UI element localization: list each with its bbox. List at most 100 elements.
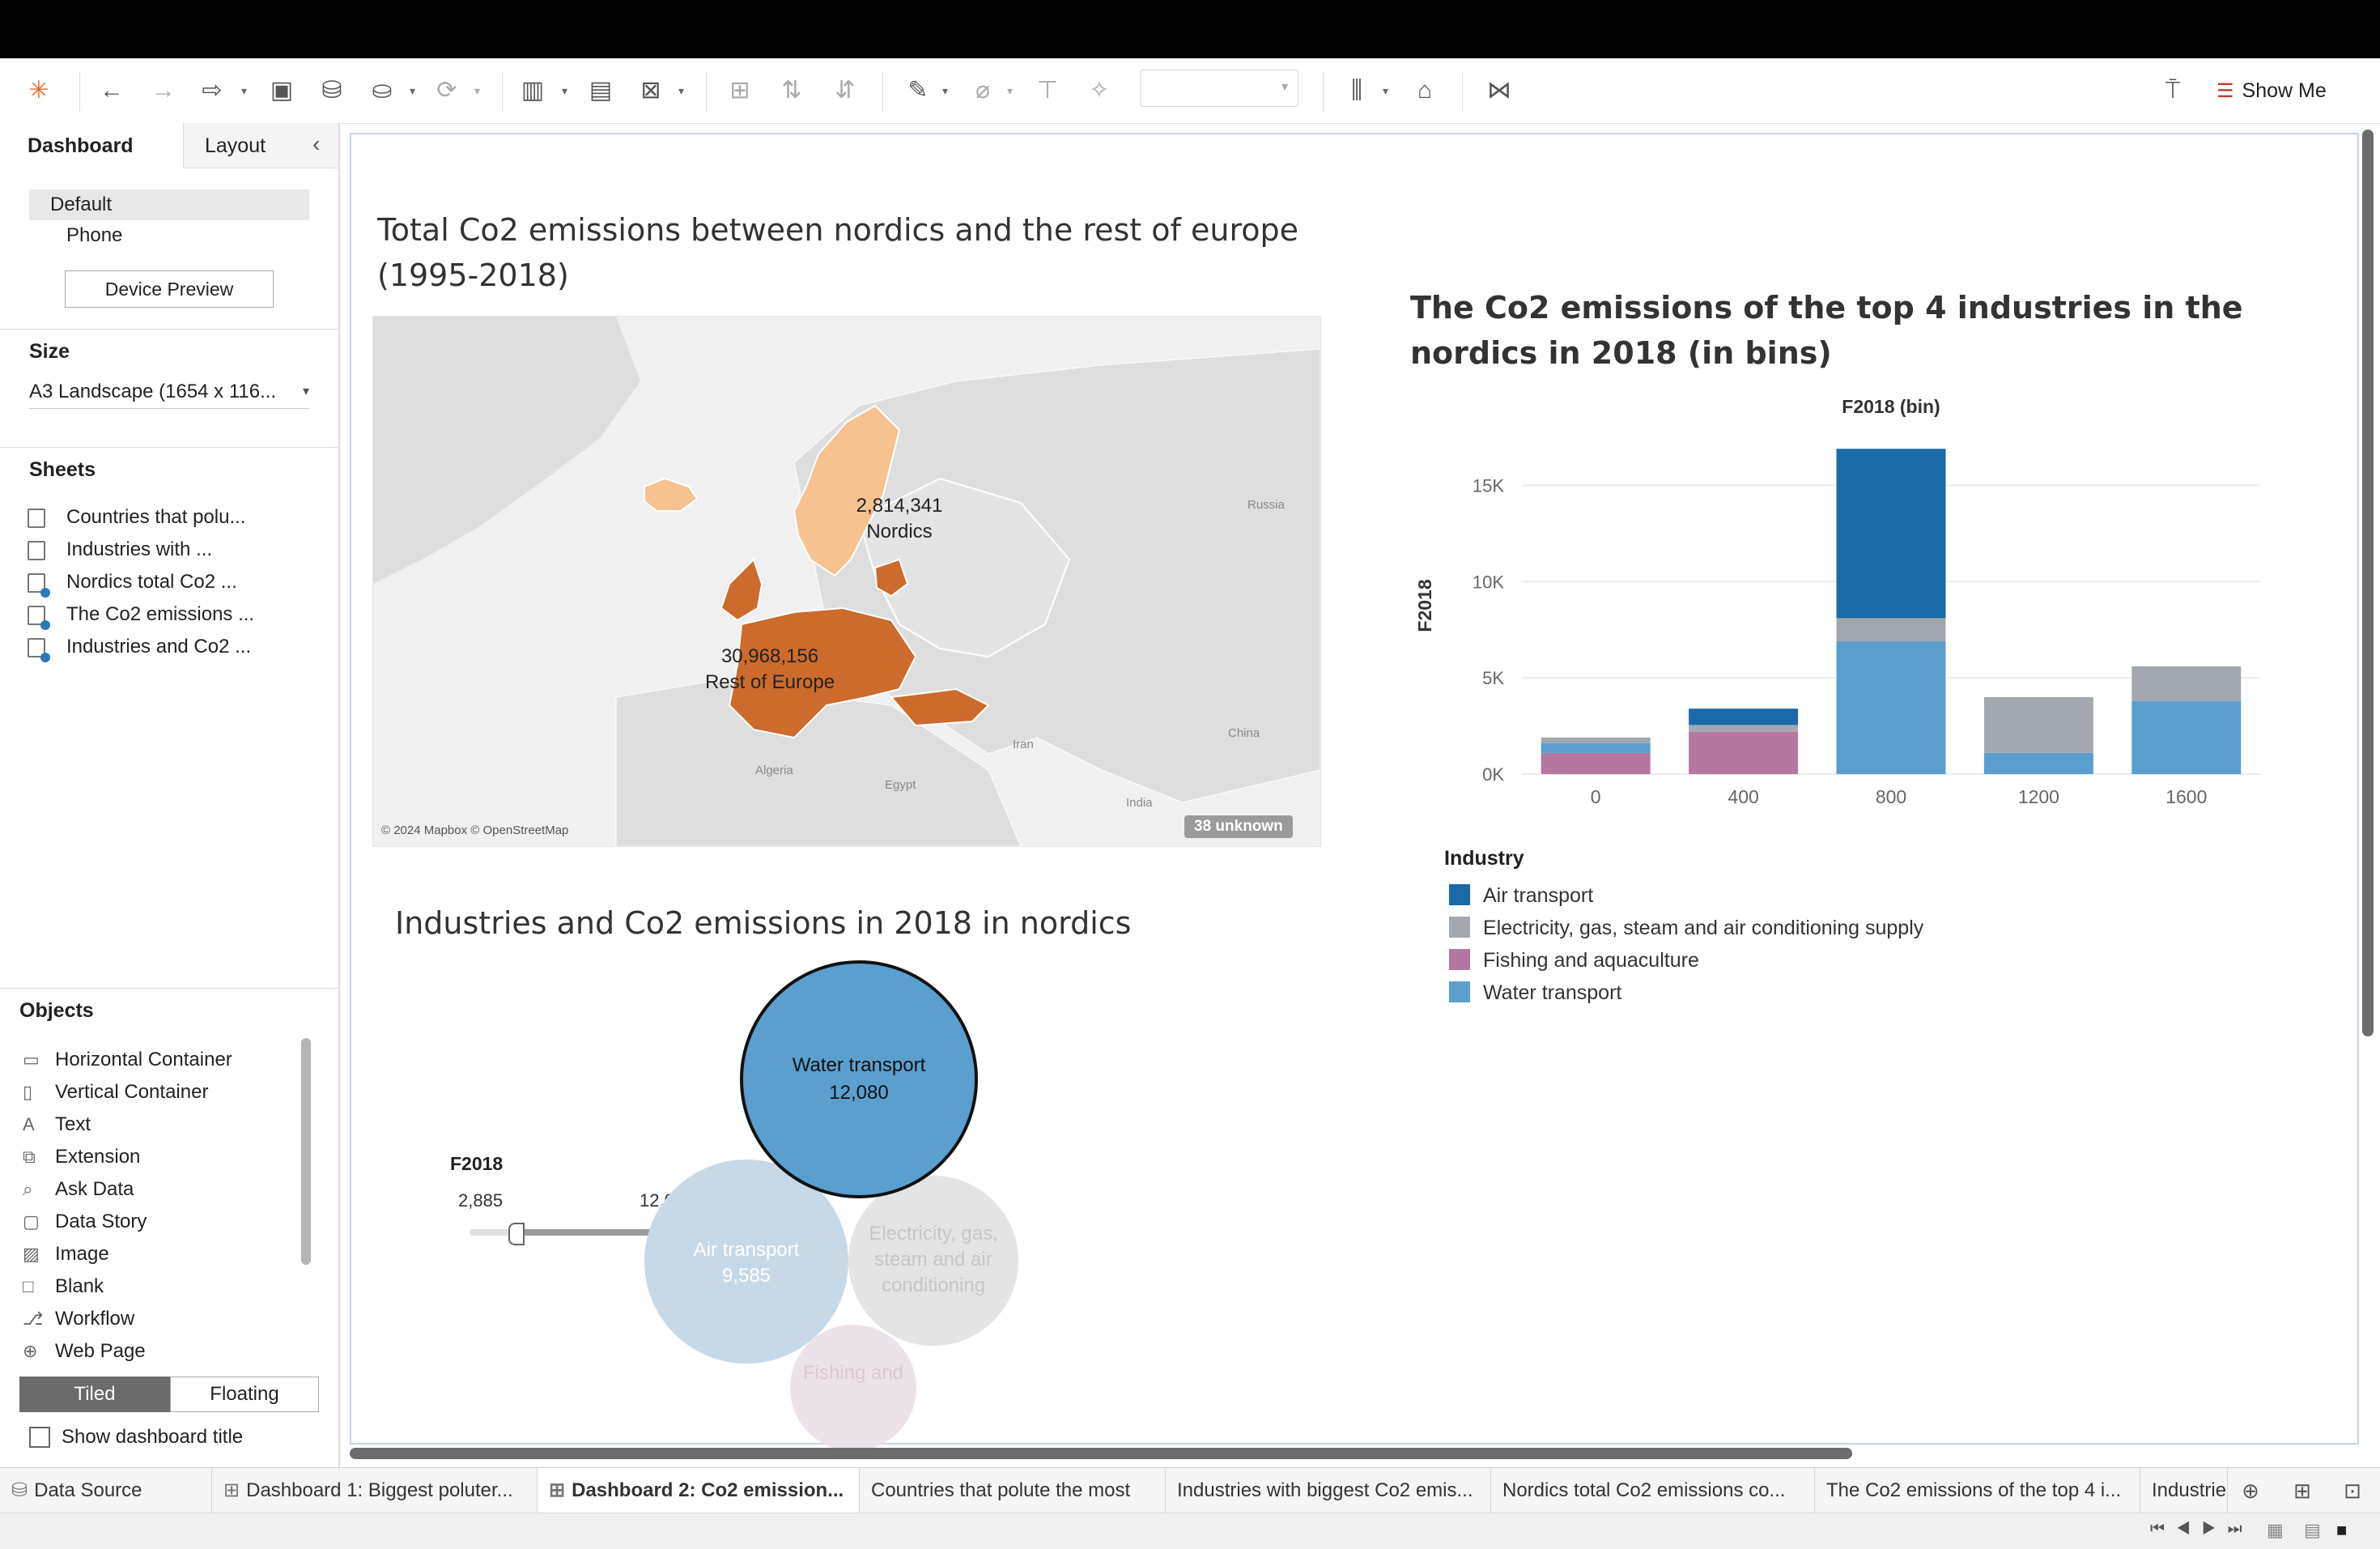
floating-toggle[interactable]: Floating bbox=[170, 1377, 319, 1412]
bar-segment[interactable] bbox=[1836, 640, 1946, 774]
show-cards-icon[interactable]: ⫼ bbox=[1351, 77, 1362, 104]
chevron-down-icon[interactable]: ▾ bbox=[241, 84, 248, 97]
bar-segment[interactable] bbox=[1689, 709, 1799, 726]
tab-data-source[interactable]: ⛁ Data Source bbox=[0, 1468, 212, 1513]
device-phone[interactable]: Phone bbox=[66, 224, 123, 246]
legend-item[interactable]: Air transport bbox=[1449, 879, 1593, 912]
sheet-item-industries[interactable]: Industries with ... bbox=[28, 534, 212, 565]
share-icon[interactable]: ⋈ bbox=[1487, 77, 1511, 104]
new-worksheet-icon[interactable]: ▥ bbox=[521, 77, 545, 104]
tab-industries-biggest[interactable]: Industries with biggest Co2 emis... bbox=[1166, 1468, 1491, 1513]
chevron-down-icon[interactable]: ▾ bbox=[942, 84, 949, 97]
object-item-web-page[interactable]: ⊕ Web Page bbox=[23, 1336, 146, 1367]
device-preview-button[interactable]: Device Preview bbox=[65, 270, 274, 308]
clear-sheet-icon[interactable]: ⊠ bbox=[640, 77, 661, 104]
objects-scrollbar[interactable] bbox=[301, 1038, 311, 1265]
bar-segment[interactable] bbox=[1689, 731, 1799, 774]
chevron-down-icon[interactable]: ▾ bbox=[410, 84, 416, 97]
collapse-pane-icon[interactable]: ‹ bbox=[312, 131, 321, 156]
tab-nordics-total[interactable]: Nordics total Co2 emissions co... bbox=[1491, 1468, 1815, 1513]
bar-segment[interactable] bbox=[1836, 449, 1946, 619]
nordics-region[interactable] bbox=[793, 404, 901, 577]
uk-region[interactable] bbox=[720, 558, 763, 622]
bubble-water-transport[interactable]: Water transport 12,080 bbox=[740, 960, 978, 1198]
legend-item[interactable]: Water transport bbox=[1449, 977, 1621, 1009]
size-dropdown[interactable]: A3 Landscape (1654 x 116... ▾ bbox=[29, 376, 309, 409]
object-item-image[interactable]: ▨ Image bbox=[23, 1239, 109, 1270]
sheet-sorter-icon[interactable]: ▦ bbox=[2267, 1520, 2284, 1540]
sheet-item-co2-emissions[interactable]: The Co2 emissions ... bbox=[28, 599, 254, 630]
object-item-vertical-container[interactable]: ▯ Vertical Container bbox=[23, 1077, 208, 1108]
sheet-navigation-icons[interactable]: ⏮◀▶⏭ bbox=[2150, 1520, 2254, 1538]
chevron-down-icon[interactable]: ▾ bbox=[678, 84, 685, 97]
bar-segment[interactable] bbox=[1983, 752, 2093, 774]
bar-segment[interactable] bbox=[1541, 752, 1651, 774]
format-painter-icon[interactable]: ⍑ bbox=[2165, 77, 2180, 104]
filmstrip-icon[interactable]: ▤ bbox=[2304, 1520, 2321, 1540]
highlight-icon[interactable]: ✎ bbox=[907, 77, 929, 104]
tab-dashboard-2[interactable]: ⊞ Dashboard 2: Co2 emission... bbox=[538, 1468, 860, 1513]
tab-top4[interactable]: The Co2 emissions of the top 4 i... bbox=[1815, 1468, 2140, 1513]
iceland-region[interactable] bbox=[644, 477, 699, 512]
replay-icon[interactable]: ⇨ bbox=[202, 77, 223, 104]
bar-segment[interactable] bbox=[1983, 696, 2093, 753]
tab-countries[interactable]: Countries that polute the most bbox=[860, 1468, 1166, 1513]
pin-icon[interactable]: ✧ bbox=[1089, 77, 1110, 104]
legend-item[interactable]: Electricity, gas, steam and air conditio… bbox=[1449, 912, 1923, 944]
tab-layout[interactable]: Layout bbox=[183, 123, 338, 168]
sort-descending-icon[interactable]: ⇵ bbox=[835, 77, 856, 104]
object-item-ask-data[interactable]: ⌕ Ask Data bbox=[23, 1174, 134, 1205]
filter-min-handle[interactable] bbox=[508, 1223, 525, 1245]
tabs-view-icon[interactable]: ■ bbox=[2336, 1520, 2348, 1540]
new-data-source-icon[interactable]: ⛁ bbox=[321, 77, 342, 104]
save-icon[interactable]: ▣ bbox=[270, 77, 294, 104]
europe-region[interactable] bbox=[728, 606, 917, 739]
turkey-region[interactable] bbox=[890, 687, 990, 727]
chevron-down-icon[interactable]: ▾ bbox=[1007, 84, 1014, 97]
show-title-checkbox[interactable] bbox=[29, 1427, 50, 1448]
europe-map[interactable]: 2,814,341 Nordics 30,968,156 Rest of Eur… bbox=[372, 316, 1321, 847]
new-worksheet-icon[interactable]: ⊕ bbox=[2242, 1479, 2259, 1503]
bar-segment[interactable] bbox=[1541, 737, 1651, 743]
bar-segment[interactable] bbox=[2131, 700, 2242, 774]
sheet-item-nordics-total[interactable]: Nordics total Co2 ... bbox=[28, 567, 237, 598]
duplicate-sheet-icon[interactable]: ▤ bbox=[589, 77, 613, 104]
object-item-extension[interactable]: ⧉ Extension bbox=[23, 1142, 140, 1172]
object-item-workflow[interactable]: ⎇ Workflow bbox=[23, 1304, 134, 1334]
bubble-fishing[interactable]: Fishing and bbox=[790, 1325, 916, 1451]
bar-segment[interactable] bbox=[1836, 618, 1946, 641]
vertical-scrollbar[interactable] bbox=[2362, 130, 2374, 1036]
tableau-logo-icon[interactable]: ✳ bbox=[28, 77, 49, 104]
legend-item[interactable]: Fishing and aquaculture bbox=[1449, 944, 1699, 977]
unknown-badge[interactable]: 38 unknown bbox=[1184, 815, 1293, 838]
bar-segment[interactable] bbox=[1541, 743, 1651, 753]
bar-segment[interactable] bbox=[2131, 666, 2242, 701]
pause-updates-icon[interactable]: ⛀ bbox=[372, 77, 393, 104]
tiled-toggle[interactable]: Tiled bbox=[19, 1377, 170, 1412]
chevron-down-icon[interactable]: ▾ bbox=[562, 84, 568, 97]
labels-icon[interactable]: ⊤ bbox=[1036, 77, 1059, 104]
tab-dashboard-1[interactable]: ⊞ Dashboard 1: Biggest poluter... bbox=[212, 1468, 538, 1513]
bubble-electricity[interactable]: Electricity, gas, steam and air conditio… bbox=[848, 1176, 1018, 1346]
sheet-item-industries-co2[interactable]: Industries and Co2 ... bbox=[28, 632, 251, 662]
fit-dropdown[interactable]: ▾ bbox=[1140, 70, 1298, 107]
baltic-region[interactable] bbox=[873, 558, 909, 598]
annotate-icon[interactable]: ⌀ bbox=[975, 77, 991, 104]
object-item-data-story[interactable]: ▢ Data Story bbox=[23, 1206, 147, 1237]
object-item-blank[interactable]: □ Blank bbox=[23, 1271, 104, 1302]
group-icon[interactable]: ⊞ bbox=[729, 77, 750, 104]
bar-segment[interactable] bbox=[1689, 725, 1799, 732]
new-story-icon[interactable]: ⊡ bbox=[2344, 1479, 2361, 1503]
bubble-air-transport[interactable]: Air transport 9,585 bbox=[644, 1160, 848, 1364]
sheet-item-countries[interactable]: Countries that polu... bbox=[28, 502, 245, 533]
device-default[interactable]: Default bbox=[29, 189, 309, 220]
tab-dashboard[interactable]: Dashboard bbox=[0, 123, 183, 168]
redo-icon[interactable]: → bbox=[151, 77, 176, 104]
object-item-text[interactable]: A Text bbox=[23, 1109, 91, 1140]
undo-icon[interactable]: ← bbox=[100, 77, 124, 104]
sort-ascending-icon[interactable]: ⇅ bbox=[781, 77, 802, 104]
horizontal-scrollbar[interactable] bbox=[350, 1448, 1852, 1459]
chevron-down-icon[interactable]: ▾ bbox=[1383, 84, 1389, 97]
chevron-down-icon[interactable]: ▾ bbox=[474, 84, 481, 97]
presentation-mode-icon[interactable]: ⌂ bbox=[1417, 77, 1433, 104]
